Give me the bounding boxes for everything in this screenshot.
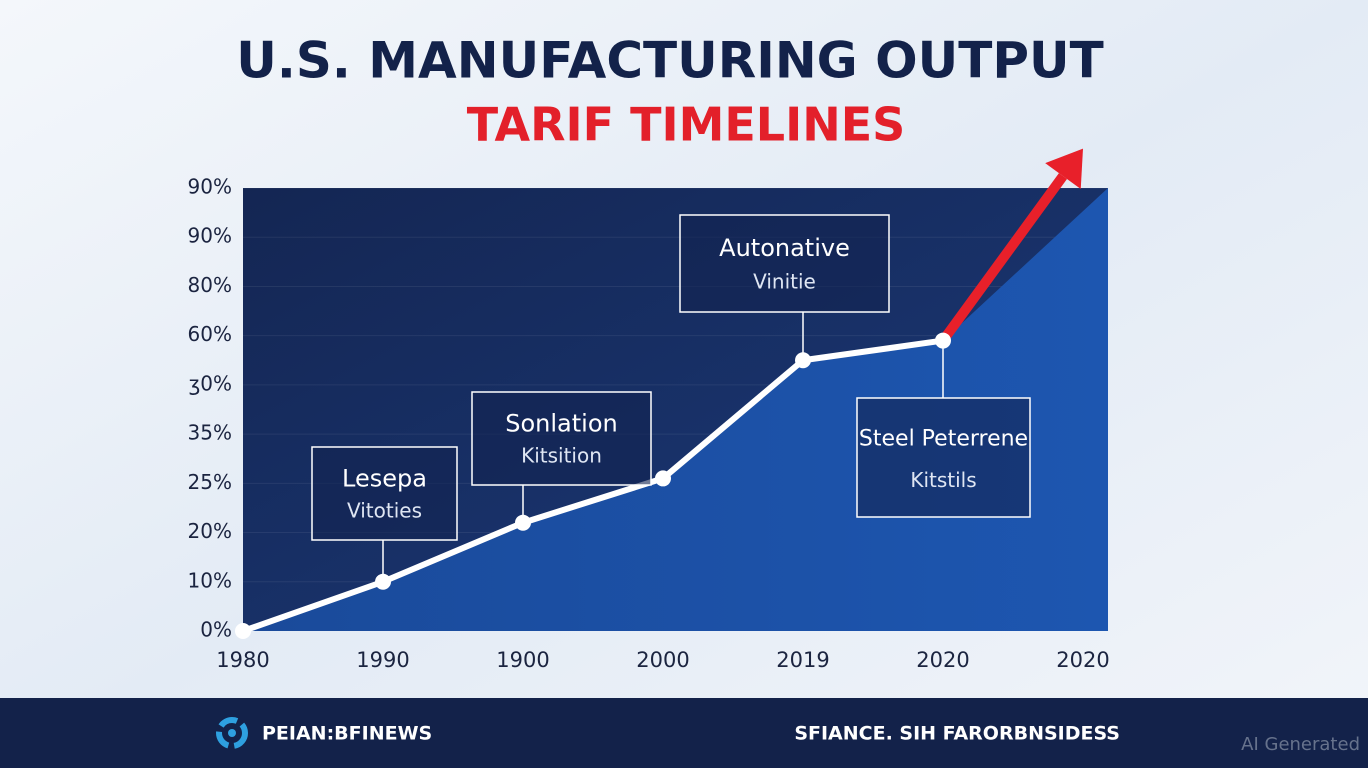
- annotation-subtitle: Kitstils: [910, 468, 976, 492]
- footer-brand: PEIAN:BFINEWS: [262, 723, 432, 745]
- y-tick-label: 0%: [200, 618, 232, 642]
- annotation-subtitle: Kitsition: [521, 444, 602, 468]
- x-tick-label: 2020: [916, 648, 969, 672]
- y-tick-label: 80%: [188, 273, 232, 297]
- annotation-title: Sonlation: [505, 410, 617, 438]
- data-point: [235, 623, 251, 639]
- line: [242, 337, 944, 634]
- annotation-box: [311, 446, 458, 541]
- y-tick-label: 10%: [188, 568, 232, 592]
- trend-line: [938, 173, 1068, 344]
- y-tick-label: 90%: [188, 175, 232, 199]
- watermark: AI Generated: [1241, 734, 1360, 755]
- x-tick-label: 2020: [1056, 648, 1109, 672]
- area: [243, 188, 1108, 631]
- x-tick-label: 2019: [776, 648, 829, 672]
- data-point: [935, 332, 951, 349]
- footer-bar: [0, 698, 1368, 768]
- x-tick-label: 2000: [636, 648, 689, 672]
- chart-subtitle: TARIF TIMELINES: [467, 98, 906, 152]
- annotation-box: [679, 214, 890, 313]
- annotation-title: Steel Peterrene: [859, 427, 1028, 452]
- brand-logo: [216, 717, 248, 749]
- data-point: [795, 352, 811, 369]
- annotation-title: Lesepa: [342, 465, 427, 493]
- y-tick-label: 60%: [188, 322, 232, 346]
- y-tick-label: 20%: [188, 519, 232, 543]
- plot: 0% 10% 20% 25% 35% ʒ0% 60% 80% 90% 90% 1980 1990 190…: [188, 148, 1110, 672]
- footer-right-text: SFIANCE. SIH FARORBNSIDESS: [794, 723, 1120, 745]
- data-point: [375, 573, 391, 590]
- y-tick-label: 25%: [188, 470, 232, 494]
- annotation-box: [856, 397, 1031, 518]
- y-tick-label: ʒ0%: [189, 371, 232, 395]
- annotation-subtitle: Vinitie: [753, 269, 816, 293]
- annotation-title: Autonative: [719, 234, 850, 262]
- x-tick-label: 1980: [216, 648, 269, 672]
- x-tick-label: 1900: [496, 648, 549, 672]
- annotation-subtitle: Vitoties: [347, 499, 422, 523]
- annotation-box: [471, 391, 652, 486]
- trend-arrowhead: [1045, 148, 1083, 190]
- data-point: [515, 514, 531, 531]
- chart-title: U.S. MANUFACTURING OUTPUT: [236, 32, 1103, 90]
- x-tick-label: 1990: [356, 648, 409, 672]
- y-tick-label: 35%: [188, 421, 232, 445]
- y-tick-label: 90%: [188, 224, 232, 248]
- data-point: [655, 470, 671, 487]
